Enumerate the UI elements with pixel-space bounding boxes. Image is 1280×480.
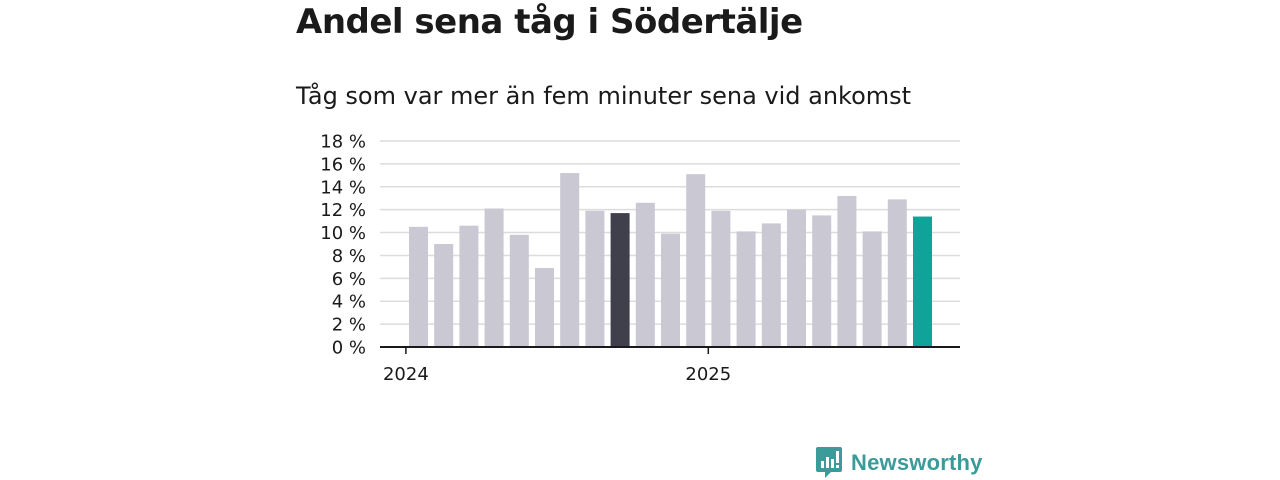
x-tick-label: 2025: [685, 364, 731, 385]
bars: [409, 173, 932, 347]
bar: [459, 225, 479, 347]
bar: [509, 234, 529, 347]
bar: [434, 244, 454, 347]
chart-title: Andel sena tåg i Södertälje: [296, 2, 803, 42]
brand-name: Newsworthy: [851, 450, 983, 475]
newsworthy-bar-chart-icon: [816, 447, 842, 478]
x-tick-label: 2024: [383, 364, 429, 385]
bar: [484, 208, 504, 347]
bar-latest: [913, 216, 932, 347]
x-axis-labels: 2024 2025: [383, 347, 731, 385]
y-tick-label: 0 %: [332, 338, 366, 359]
y-tick-label: 8 %: [332, 246, 366, 267]
y-axis-labels: 0 %2 %4 %6 %8 %10 %12 %14 %16 %18 %: [320, 132, 366, 359]
bar: [560, 173, 580, 347]
newsworthy-logo: Newsworthy: [815, 446, 983, 480]
y-tick-label: 4 %: [332, 292, 366, 313]
y-tick-label: 2 %: [332, 315, 366, 336]
bar-highlighted: [610, 213, 630, 347]
bar: [711, 210, 731, 347]
bar: [635, 202, 655, 347]
bar: [837, 195, 857, 347]
bar: [736, 231, 756, 347]
bar: [585, 210, 605, 347]
bar: [887, 199, 907, 347]
y-tick-label: 14 %: [320, 177, 366, 198]
bar: [535, 268, 554, 347]
bar: [661, 233, 680, 347]
bar: [761, 223, 781, 347]
y-tick-label: 16 %: [320, 154, 366, 175]
y-tick-label: 18 %: [320, 132, 366, 153]
chart-subtitle: Tåg som var mer än fem minuter sena vid …: [296, 82, 912, 110]
bar: [409, 226, 428, 347]
y-tick-label: 6 %: [332, 269, 366, 290]
bar: [686, 174, 706, 347]
y-tick-label: 12 %: [320, 200, 366, 221]
y-tick-label: 10 %: [320, 223, 366, 244]
bar: [862, 231, 882, 347]
bar: [787, 209, 806, 347]
bar: [812, 215, 832, 347]
